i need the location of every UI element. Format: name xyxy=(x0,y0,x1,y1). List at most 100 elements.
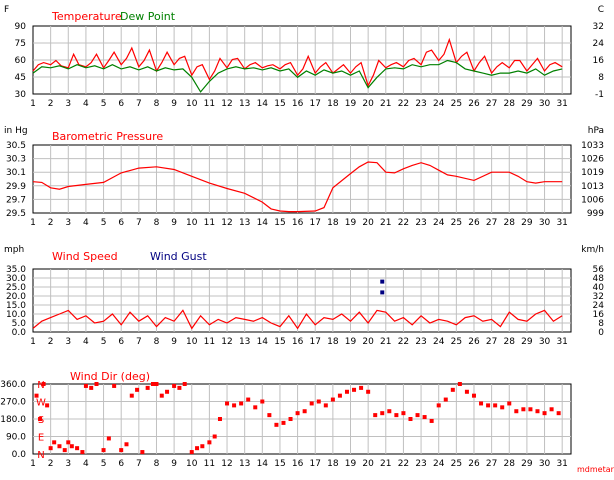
x-tick: 17 xyxy=(310,99,321,109)
pressure-right-unit: hPa xyxy=(588,126,604,136)
y-tick-right: 24 xyxy=(593,39,605,49)
x-tick: 29 xyxy=(521,337,533,347)
x-tick: 19 xyxy=(345,337,357,347)
x-tick: 22 xyxy=(398,218,409,228)
x-tick: 27 xyxy=(486,99,497,109)
x-tick: 24 xyxy=(433,218,445,228)
pressure-x-ticks: 1234567891011121314151617181920212223242… xyxy=(30,218,568,228)
x-tick: 25 xyxy=(451,459,462,469)
data-point xyxy=(172,384,176,388)
data-point xyxy=(89,386,93,390)
x-tick: 27 xyxy=(486,459,497,469)
compass-label: N xyxy=(37,450,44,461)
y-tick-right: 32 xyxy=(593,22,604,32)
x-tick: 4 xyxy=(83,218,89,228)
x-tick: 8 xyxy=(154,218,160,228)
data-point xyxy=(472,394,476,398)
x-tick: 11 xyxy=(204,459,215,469)
data-point xyxy=(195,446,199,450)
data-point xyxy=(124,442,128,446)
data-point xyxy=(535,409,539,413)
data-point xyxy=(557,411,561,415)
x-tick: 29 xyxy=(521,218,533,228)
x-tick: 8 xyxy=(154,337,160,347)
data-point xyxy=(107,436,111,440)
x-tick: 24 xyxy=(433,337,445,347)
y-tick-left: 30.5 xyxy=(6,141,26,151)
x-tick: 5 xyxy=(101,337,107,347)
data-point xyxy=(218,417,222,421)
x-tick: 2 xyxy=(48,337,54,347)
x-tick: 28 xyxy=(504,459,516,469)
data-point xyxy=(451,388,455,392)
x-tick: 12 xyxy=(221,218,232,228)
data-point xyxy=(479,401,483,405)
x-tick: 15 xyxy=(274,99,285,109)
x-tick: 6 xyxy=(118,459,124,469)
x-tick: 27 xyxy=(486,218,497,228)
data-point xyxy=(207,440,211,444)
y-tick-right: 1013 xyxy=(581,182,604,192)
data-point xyxy=(70,444,74,448)
x-tick: 13 xyxy=(239,218,250,228)
x-tick: 10 xyxy=(186,218,198,228)
x-tick: 5 xyxy=(101,459,107,469)
x-tick: 18 xyxy=(327,337,339,347)
x-tick: 5 xyxy=(101,218,107,228)
x-tick: 12 xyxy=(221,337,232,347)
x-tick: 29 xyxy=(521,99,533,109)
data-point xyxy=(63,448,67,452)
data-point xyxy=(317,400,321,404)
temperature-right-unit: C xyxy=(598,5,604,15)
compass-label: W xyxy=(36,398,46,409)
data-point xyxy=(130,394,134,398)
data-point xyxy=(165,390,169,394)
x-tick: 19 xyxy=(345,459,357,469)
y-tick-left: 45 xyxy=(15,73,26,83)
x-tick: 3 xyxy=(65,218,71,228)
data-point xyxy=(380,411,384,415)
x-tick: 15 xyxy=(274,459,285,469)
y-tick-left: 30.3 xyxy=(6,155,26,165)
x-tick: 25 xyxy=(451,337,462,347)
x-tick: 5 xyxy=(101,99,107,109)
x-tick: 7 xyxy=(136,459,142,469)
data-point xyxy=(213,435,217,439)
compass-label: S xyxy=(38,415,44,426)
data-point xyxy=(57,444,61,448)
x-tick: 17 xyxy=(310,459,321,469)
x-tick: 25 xyxy=(451,99,462,109)
data-point xyxy=(119,448,123,452)
x-tick: 10 xyxy=(186,99,198,109)
wind-right-unit: km/h xyxy=(581,245,604,255)
x-tick: 26 xyxy=(468,218,480,228)
data-point xyxy=(437,403,441,407)
x-tick: 27 xyxy=(486,337,497,347)
data-point xyxy=(500,405,504,409)
x-tick: 16 xyxy=(292,337,304,347)
x-tick: 21 xyxy=(380,459,391,469)
pressure-right-ticks: 10331026101910131006999 xyxy=(581,141,604,219)
x-tick: 6 xyxy=(118,99,124,109)
y-tick-left: 29.9 xyxy=(6,182,26,192)
data-point xyxy=(246,398,250,402)
x-tick: 3 xyxy=(65,459,71,469)
x-tick: 13 xyxy=(239,459,250,469)
data-point xyxy=(352,388,356,392)
x-tick: 31 xyxy=(556,459,567,469)
data-point xyxy=(401,411,405,415)
x-tick: 10 xyxy=(186,459,198,469)
data-point xyxy=(303,409,307,413)
data-point xyxy=(274,423,278,427)
data-point xyxy=(458,382,462,386)
x-tick: 11 xyxy=(204,337,215,347)
x-tick: 23 xyxy=(415,337,426,347)
data-point xyxy=(373,413,377,417)
data-point xyxy=(359,386,363,390)
legend-temperature: Temperature xyxy=(51,10,122,23)
chart-credit: mdmetar xyxy=(577,465,614,474)
x-tick: 17 xyxy=(310,218,321,228)
data-point xyxy=(200,444,204,448)
x-tick: 1 xyxy=(30,337,36,347)
y-tick-right: 8 xyxy=(598,73,604,83)
